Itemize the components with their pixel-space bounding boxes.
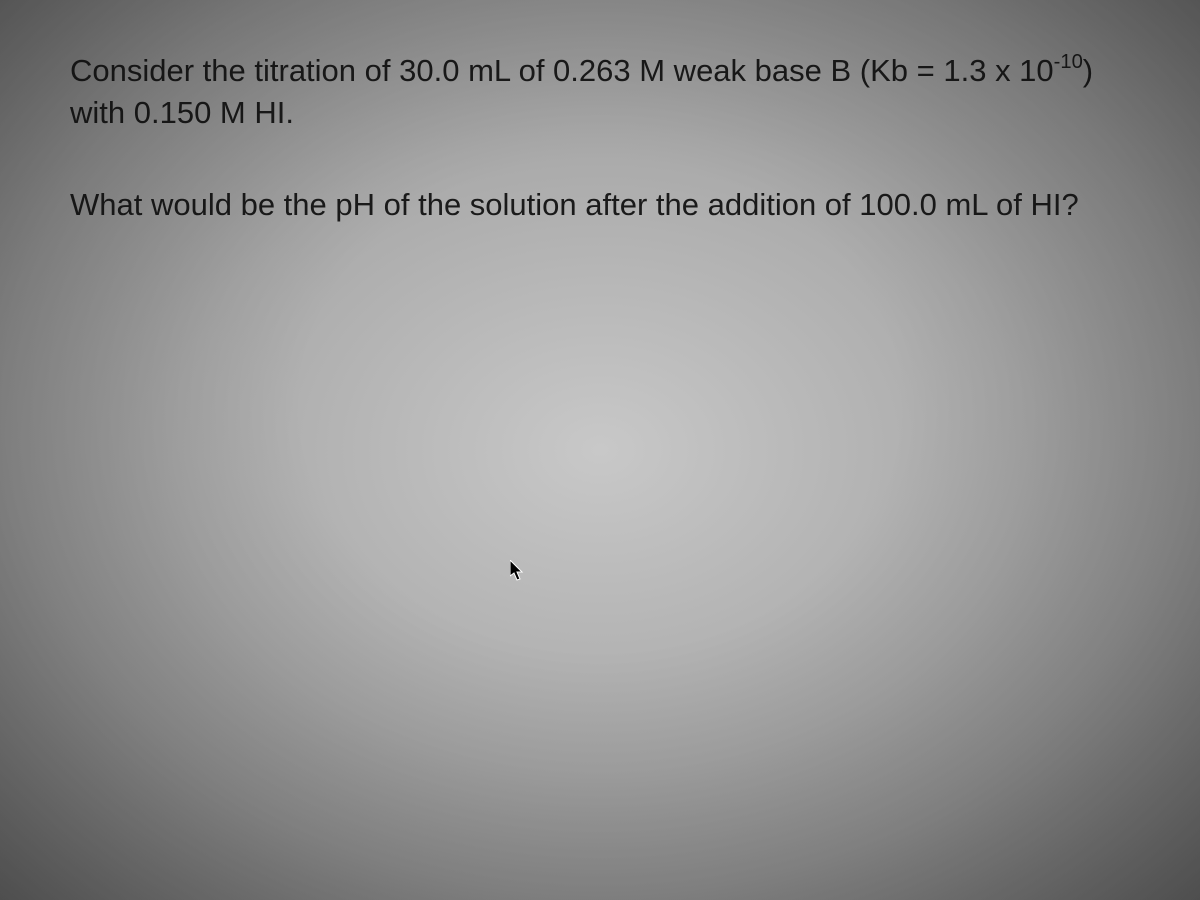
exponent-superscript: -10	[1054, 51, 1083, 73]
paragraph-1-text-a: Consider the titration of 30.0 mL of 0.2…	[70, 53, 1054, 88]
question-paragraph-2: What would be the pH of the solution aft…	[70, 184, 1130, 226]
question-paragraph-1: Consider the titration of 30.0 mL of 0.2…	[70, 50, 1130, 134]
question-content: Consider the titration of 30.0 mL of 0.2…	[0, 0, 1200, 326]
cursor-icon	[510, 560, 526, 582]
